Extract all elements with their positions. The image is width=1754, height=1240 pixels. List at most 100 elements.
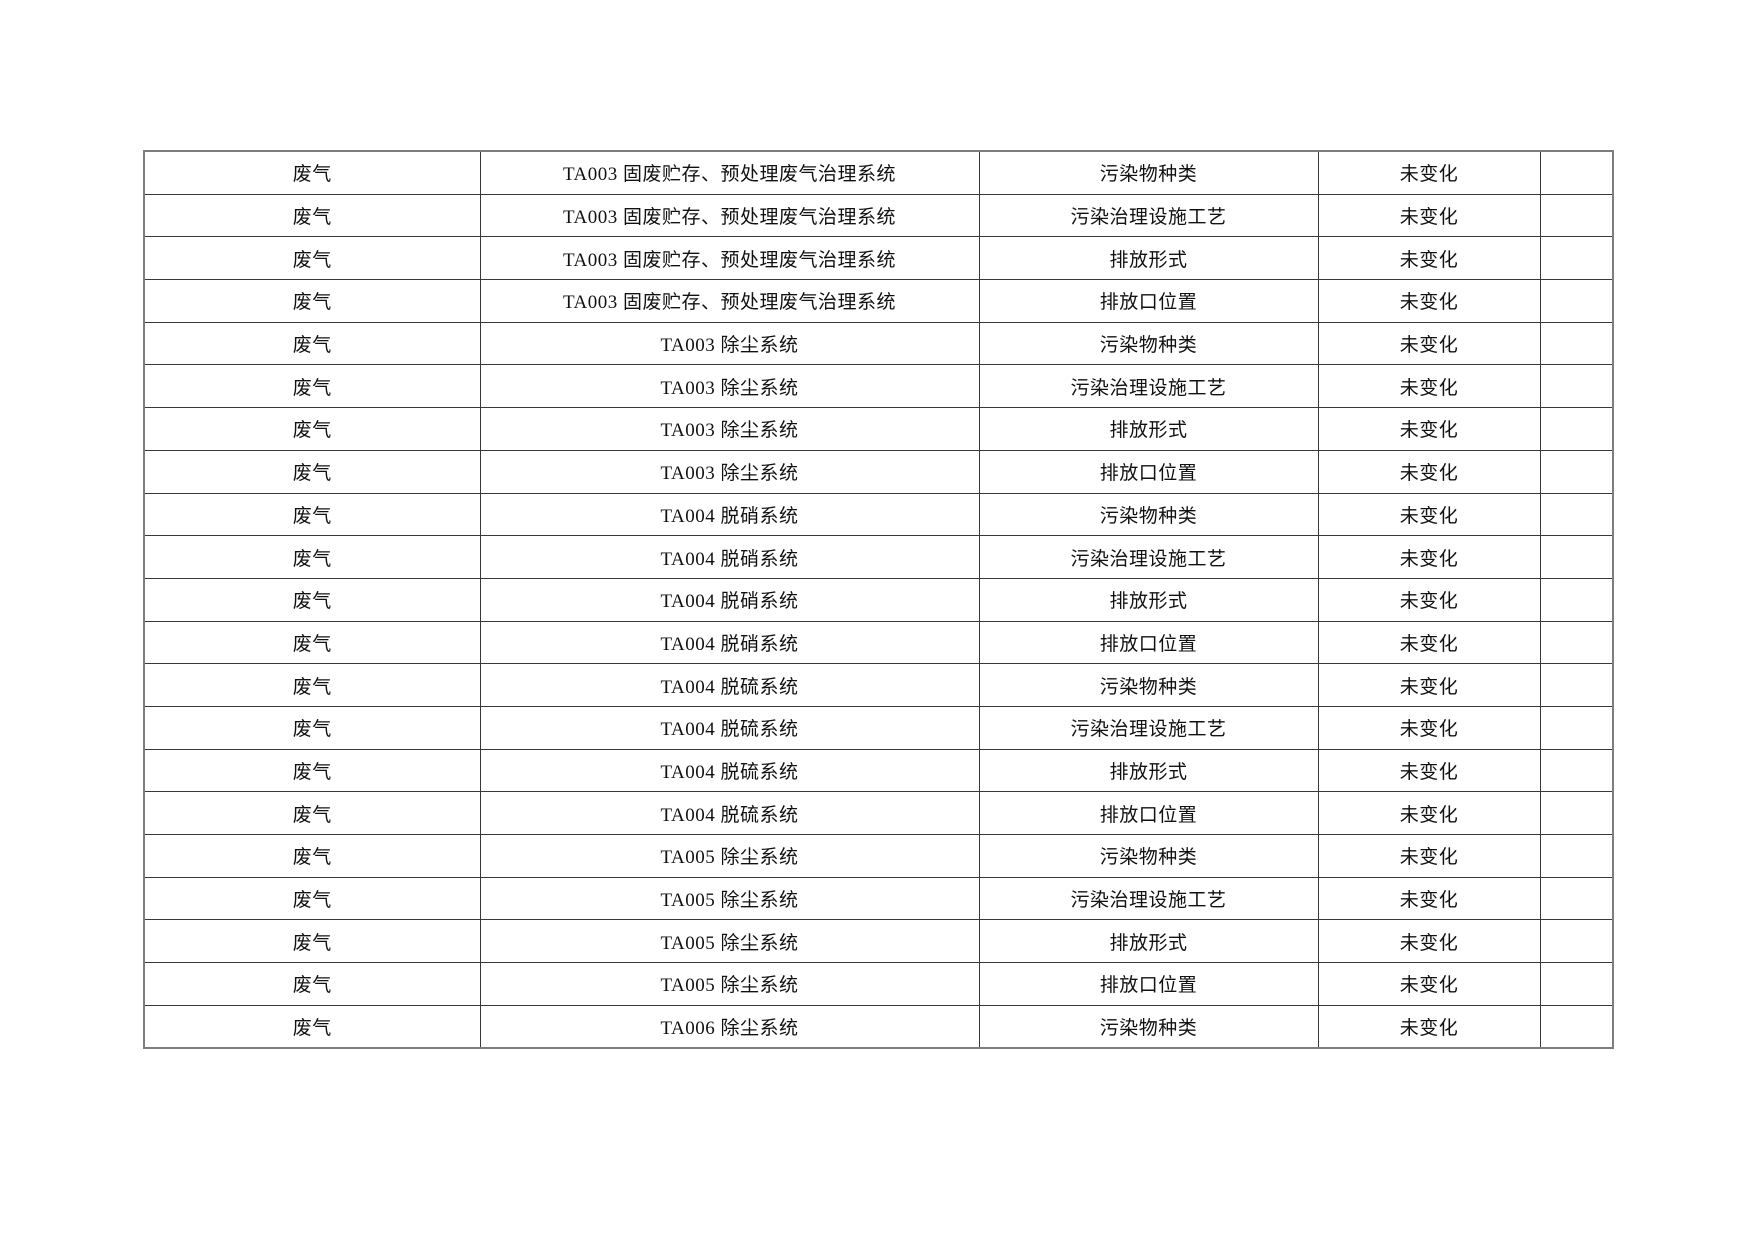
cell-remark <box>1539 577 1614 622</box>
cell-facility-name: TA005 除尘系统 <box>479 834 980 878</box>
cell-facility-name: TA003 除尘系统 <box>479 407 980 451</box>
cell-remark <box>1539 492 1614 537</box>
cell-change-item: 排放形式 <box>978 236 1319 281</box>
table-row: 废气 TA004 脱硝系统 污染治理设施工艺 未变化 <box>143 535 1614 579</box>
table-row: 废气 TA003 除尘系统 排放形式 未变化 <box>143 407 1614 451</box>
cell-change-item: 排放形式 <box>978 407 1319 451</box>
cell-facility-name: TA003 固废贮存、预处理废气治理系统 <box>479 279 980 323</box>
cell-facility-name: TA003 固废贮存、预处理废气治理系统 <box>479 150 980 195</box>
cell-change-status: 未变化 <box>1317 834 1541 878</box>
cell-change-status: 未变化 <box>1317 663 1541 707</box>
table-row: 废气 TA003 固废贮存、预处理废气治理系统 排放形式 未变化 <box>143 236 1614 281</box>
cell-remark <box>1539 919 1614 964</box>
cell-change-status: 未变化 <box>1317 236 1541 281</box>
cell-remark <box>1539 279 1614 323</box>
cell-remark <box>1539 876 1614 921</box>
cell-remark <box>1539 535 1614 579</box>
cell-waste-category: 废气 <box>143 962 481 1006</box>
cell-remark <box>1539 150 1614 195</box>
cell-change-status: 未变化 <box>1317 1004 1541 1049</box>
cell-change-item: 排放口位置 <box>978 620 1319 665</box>
cell-change-item: 排放形式 <box>978 577 1319 622</box>
cell-remark <box>1539 193 1614 238</box>
cell-waste-category: 废气 <box>143 449 481 494</box>
cell-waste-category: 废气 <box>143 620 481 665</box>
table-row: 废气 TA003 除尘系统 污染治理设施工艺 未变化 <box>143 364 1614 409</box>
cell-facility-name: TA003 除尘系统 <box>479 449 980 494</box>
cell-change-item: 污染物种类 <box>978 150 1319 195</box>
cell-change-item: 污染治理设施工艺 <box>978 535 1319 579</box>
cell-facility-name: TA004 脱硫系统 <box>479 748 980 793</box>
cell-change-status: 未变化 <box>1317 407 1541 451</box>
cell-waste-category: 废气 <box>143 279 481 323</box>
cell-facility-name: TA004 脱硫系统 <box>479 791 980 835</box>
cell-remark <box>1539 620 1614 665</box>
cell-facility-name: TA004 脱硝系统 <box>479 492 980 537</box>
cell-change-status: 未变化 <box>1317 962 1541 1006</box>
cell-waste-category: 废气 <box>143 535 481 579</box>
cell-change-status: 未变化 <box>1317 150 1541 195</box>
cell-change-status: 未变化 <box>1317 364 1541 409</box>
cell-change-status: 未变化 <box>1317 321 1541 366</box>
cell-change-status: 未变化 <box>1317 535 1541 579</box>
table-row: 废气 TA004 脱硝系统 污染物种类 未变化 <box>143 492 1614 537</box>
cell-change-item: 污染物种类 <box>978 663 1319 707</box>
table-row: 废气 TA004 脱硫系统 排放形式 未变化 <box>143 748 1614 793</box>
table-row: 废气 TA004 脱硫系统 污染治理设施工艺 未变化 <box>143 705 1614 750</box>
table-row: 废气 TA003 固废贮存、预处理废气治理系统 排放口位置 未变化 <box>143 279 1614 323</box>
table-row: 废气 TA005 除尘系统 污染物种类 未变化 <box>143 834 1614 878</box>
cell-change-status: 未变化 <box>1317 492 1541 537</box>
table-row: 废气 TA005 除尘系统 排放形式 未变化 <box>143 919 1614 964</box>
cell-facility-name: TA005 除尘系统 <box>479 962 980 1006</box>
cell-change-item: 污染治理设施工艺 <box>978 705 1319 750</box>
table-row: 废气 TA003 除尘系统 排放口位置 未变化 <box>143 449 1614 494</box>
table-row: 废气 TA003 除尘系统 污染物种类 未变化 <box>143 321 1614 366</box>
cell-waste-category: 废气 <box>143 364 481 409</box>
cell-facility-name: TA003 固废贮存、预处理废气治理系统 <box>479 193 980 238</box>
cell-waste-category: 废气 <box>143 407 481 451</box>
cell-change-status: 未变化 <box>1317 705 1541 750</box>
cell-change-status: 未变化 <box>1317 279 1541 323</box>
table-row: 废气 TA006 除尘系统 污染物种类 未变化 <box>143 1004 1614 1049</box>
cell-remark <box>1539 449 1614 494</box>
cell-waste-category: 废气 <box>143 577 481 622</box>
cell-waste-category: 废气 <box>143 150 481 195</box>
cell-remark <box>1539 748 1614 793</box>
cell-waste-category: 废气 <box>143 919 481 964</box>
cell-change-status: 未变化 <box>1317 748 1541 793</box>
cell-waste-category: 废气 <box>143 321 481 366</box>
cell-facility-name: TA004 脱硝系统 <box>479 535 980 579</box>
cell-change-item: 污染治理设施工艺 <box>978 876 1319 921</box>
table-row: 废气 TA003 固废贮存、预处理废气治理系统 污染物种类 未变化 <box>143 150 1614 195</box>
cell-change-item: 污染物种类 <box>978 321 1319 366</box>
cell-facility-name: TA004 脱硝系统 <box>479 577 980 622</box>
cell-change-status: 未变化 <box>1317 449 1541 494</box>
table-row: 废气 TA005 除尘系统 污染治理设施工艺 未变化 <box>143 876 1614 921</box>
cell-waste-category: 废气 <box>143 236 481 281</box>
cell-change-status: 未变化 <box>1317 791 1541 835</box>
cell-waste-category: 废气 <box>143 748 481 793</box>
cell-waste-category: 废气 <box>143 663 481 707</box>
table-row: 废气 TA004 脱硫系统 排放口位置 未变化 <box>143 791 1614 835</box>
cell-facility-name: TA004 脱硫系统 <box>479 663 980 707</box>
cell-change-item: 污染物种类 <box>978 492 1319 537</box>
cell-change-item: 污染治理设施工艺 <box>978 364 1319 409</box>
cell-change-item: 排放口位置 <box>978 279 1319 323</box>
table-row: 废气 TA005 除尘系统 排放口位置 未变化 <box>143 962 1614 1006</box>
cell-change-status: 未变化 <box>1317 577 1541 622</box>
table-row: 废气 TA003 固废贮存、预处理废气治理系统 污染治理设施工艺 未变化 <box>143 193 1614 238</box>
cell-remark <box>1539 834 1614 878</box>
cell-waste-category: 废气 <box>143 705 481 750</box>
cell-remark <box>1539 791 1614 835</box>
cell-waste-category: 废气 <box>143 791 481 835</box>
cell-change-item: 污染治理设施工艺 <box>978 193 1319 238</box>
cell-change-status: 未变化 <box>1317 876 1541 921</box>
cell-waste-category: 废气 <box>143 876 481 921</box>
cell-waste-category: 废气 <box>143 834 481 878</box>
cell-facility-name: TA005 除尘系统 <box>479 876 980 921</box>
cell-facility-name: TA003 固废贮存、预处理废气治理系统 <box>479 236 980 281</box>
cell-change-status: 未变化 <box>1317 919 1541 964</box>
cell-remark <box>1539 663 1614 707</box>
cell-change-item: 排放口位置 <box>978 791 1319 835</box>
